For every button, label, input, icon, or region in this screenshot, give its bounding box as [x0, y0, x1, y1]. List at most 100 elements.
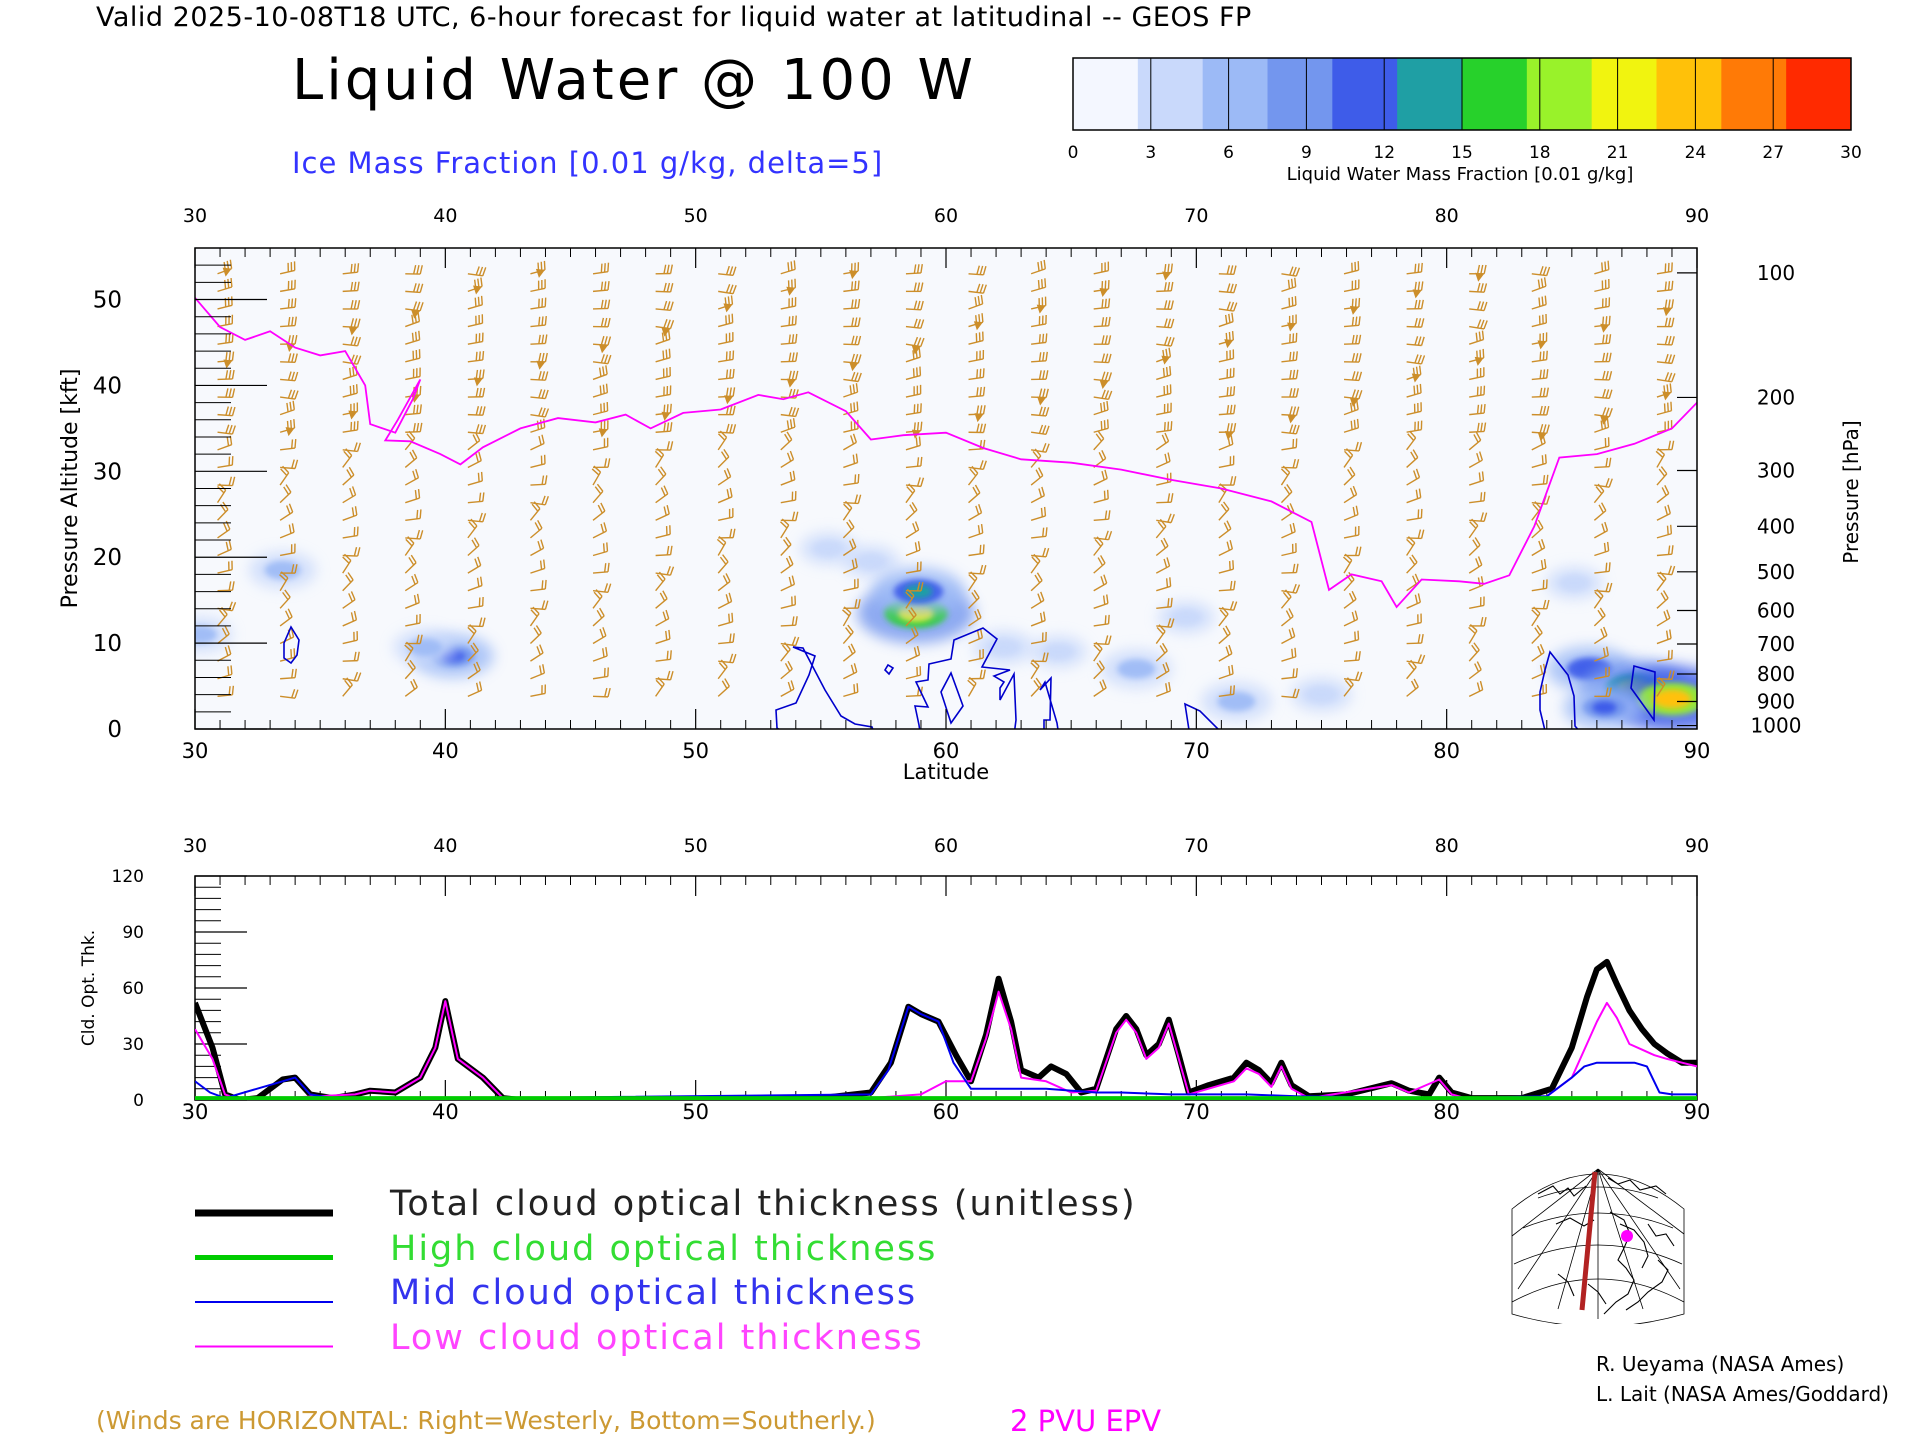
colorbar-tick-label: 21 [1607, 143, 1629, 160]
wind-barb [1406, 634, 1424, 645]
legend [195, 1209, 333, 1348]
wind-barb [1281, 277, 1297, 293]
x-top-tick-label: 80 [1435, 205, 1459, 227]
wind-barb [1531, 558, 1547, 574]
ice-contour [283, 625, 300, 665]
wind-barb [217, 406, 236, 417]
wind-barb [1406, 262, 1423, 275]
wind-barb [592, 607, 605, 627]
wind-barb [843, 262, 860, 280]
wind-barb [342, 402, 359, 420]
x-top-tick-label: 50 [684, 205, 708, 227]
wind-barb [404, 449, 418, 468]
wind-barb [592, 522, 608, 539]
wind-barb [1031, 527, 1048, 539]
colorbar-swatch [1656, 58, 1722, 130]
wind-barb [968, 460, 987, 470]
wind-barb [1656, 565, 1676, 576]
wind-barb [216, 483, 227, 504]
wind-barb [968, 405, 986, 423]
wind-barb [467, 369, 485, 387]
wind-barb [405, 489, 421, 504]
wind-barb [1155, 452, 1171, 469]
cot-y-axis-label: Cld. Opt. Thk. [79, 930, 99, 1046]
wind-barb [342, 336, 362, 347]
cot-y-tick-label: 30 [122, 1035, 144, 1055]
wind-barb [1281, 406, 1300, 424]
cot-series [195, 958, 1697, 1100]
ice-contour [913, 627, 1017, 729]
wind-barb [1406, 554, 1418, 574]
colorbar-tick-label: 18 [1529, 143, 1551, 160]
wind-barb [342, 553, 352, 574]
wind-barb [342, 526, 359, 539]
wind-barb [467, 492, 485, 504]
wind-barb [780, 575, 796, 592]
wind-barb [718, 350, 735, 363]
wind-barb [1093, 635, 1112, 646]
wind-barb [655, 670, 674, 681]
wind-barb [1594, 260, 1610, 275]
wind-barb [217, 540, 232, 557]
wind-barb [1218, 386, 1236, 398]
wind-barb [1343, 571, 1355, 592]
wind-barb [1093, 419, 1109, 433]
wind-barb [280, 298, 297, 310]
ice-contour [1630, 664, 1656, 723]
wind-barb [1656, 383, 1672, 401]
wind-barb [342, 384, 358, 398]
wind-barb [1156, 281, 1174, 293]
wind-barb [780, 555, 794, 574]
wind-barb [655, 385, 672, 398]
colorbar-swatch [1526, 58, 1593, 130]
cot-x-top-tick-label: 70 [1184, 835, 1208, 857]
wind-barb [342, 486, 357, 504]
wind-barb [1593, 483, 1605, 504]
liquid-water-core [264, 560, 301, 580]
wind-barb [530, 559, 546, 574]
wind-barb [1030, 314, 1047, 328]
wind-barb [530, 495, 549, 506]
wind-barb [530, 407, 550, 418]
wind-barb [405, 283, 424, 294]
wind-barb [1656, 524, 1673, 539]
wind-barb [217, 665, 233, 680]
wind-barb [1030, 631, 1047, 645]
wind-barb [530, 352, 548, 370]
wind-barb [905, 607, 917, 627]
wind-barb [655, 264, 673, 275]
wind-barb [530, 279, 546, 293]
wind-barb [1468, 624, 1478, 644]
wind-barb [780, 536, 792, 556]
wind-barb [1093, 510, 1111, 521]
wind-barb [279, 465, 290, 486]
wind-barb [1155, 557, 1171, 574]
colorbar: 0 3 6 9 12 15 18 21 24 27 30 [1068, 57, 1862, 160]
wind-barb [654, 448, 665, 468]
wind-barb [1093, 594, 1109, 609]
wind-barb [655, 505, 670, 521]
liquid-water-core [1559, 575, 1590, 591]
wind-barb [405, 614, 421, 627]
wind-barb [404, 573, 419, 592]
wind-barb [404, 659, 416, 680]
wind-barb [1093, 555, 1106, 574]
wind-barb [467, 387, 486, 398]
wind-barb [1406, 678, 1419, 697]
wind-barb [1531, 277, 1547, 293]
wind-barb [1406, 402, 1422, 416]
wind-barb [1218, 435, 1234, 451]
ice-contour [940, 671, 964, 725]
wind-barb [1531, 350, 1548, 363]
wind-barb [1531, 387, 1549, 398]
wind-barb [342, 420, 359, 433]
wind-barb [1030, 296, 1047, 314]
wind-barb [1656, 590, 1669, 609]
wind-barb [1281, 543, 1297, 557]
colorbar-swatch [1462, 58, 1528, 130]
wind-barb [1093, 316, 1111, 328]
colorbar-tick-label: 3 [1145, 143, 1156, 160]
wind-barb [1343, 448, 1354, 468]
wind-barb [1093, 614, 1110, 627]
cot-x-top-tick-label: 40 [433, 835, 457, 857]
